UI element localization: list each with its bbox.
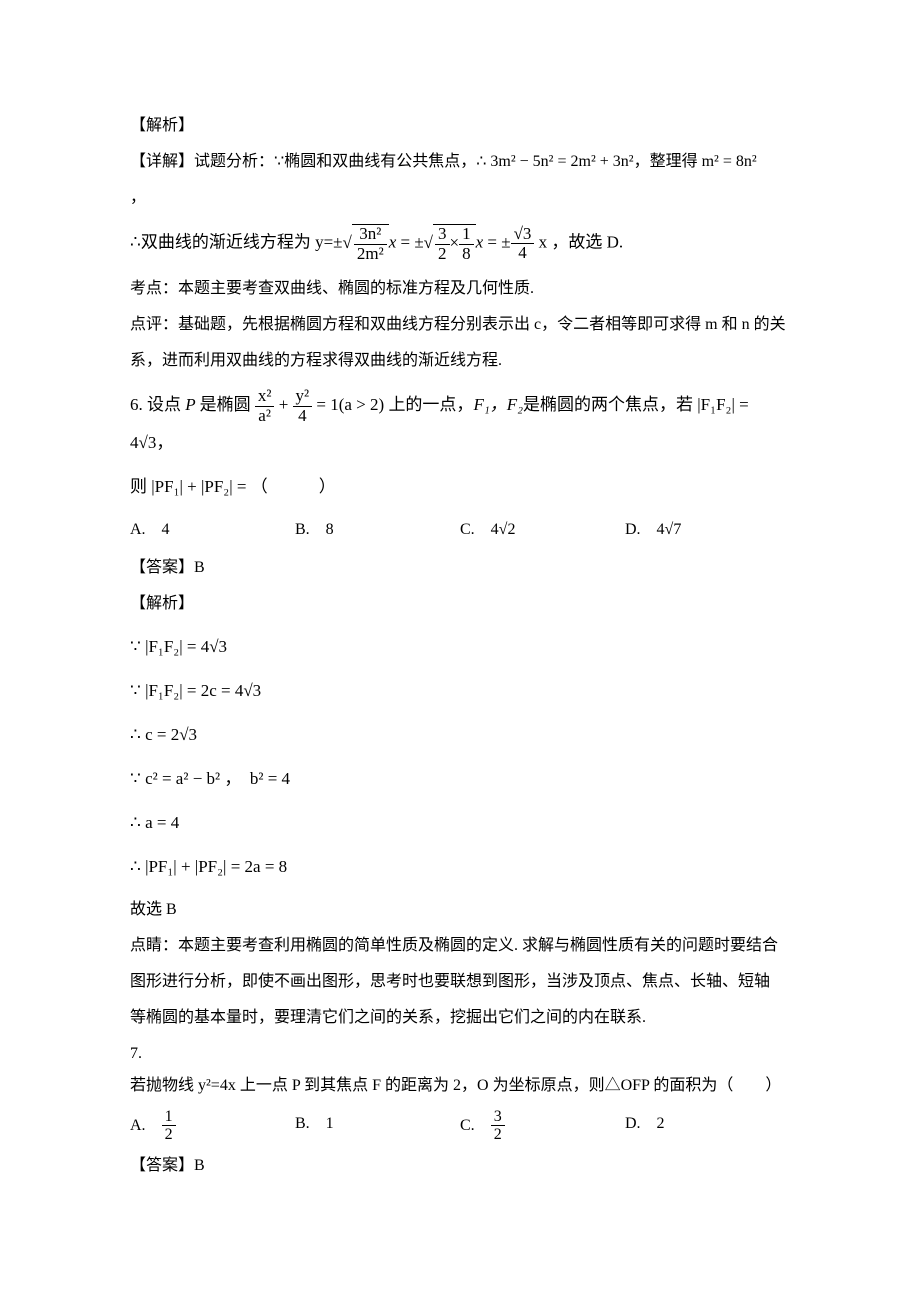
daan-label: 【答案】: [130, 559, 194, 576]
q6-options: A. 4 B. 8 C. 4√2 D. 4√7: [130, 514, 790, 546]
q5-asymptote-line: ∴双曲线的渐近线方程为 y=±3n²2m²x = ±32×18x = ±√34 …: [130, 224, 790, 263]
s18n: 1: [459, 225, 474, 245]
q5-analysis-line1: 【详解】试题分析：∵椭圆和双曲线有公共焦点，∴ 3m² − 5n² = 2m² …: [130, 146, 790, 178]
q6-f2n: y²: [293, 387, 313, 407]
q7-stem: 7. 若抛物线 y²=4x 上一点 P 到其焦点 F 的距离为 2，O 为坐标原…: [130, 1038, 790, 1102]
plus: +: [274, 395, 292, 414]
frac1-den: 2m²: [354, 245, 387, 264]
q6-c: 上的一点，: [388, 395, 473, 414]
q7-answer: 【答案】B: [130, 1150, 790, 1182]
q7-optC-label: C.: [460, 1117, 491, 1134]
q6-dianjing-3: 等椭圆的基本量时，要理清它们之间的关系，挖掘出它们之间的内在联系.: [130, 1002, 790, 1034]
dianping-t1: 基础题，先根据椭圆方程和双曲线方程分别表示出 c，令二者相等即可求得 m 和 n…: [178, 316, 786, 333]
q7Cd: 2: [491, 1126, 505, 1144]
s18d: 8: [459, 245, 474, 264]
text-asym: 双曲线的渐近线方程为 y=: [141, 233, 333, 252]
q6-e: ，: [156, 433, 173, 452]
q6-f1d: a²: [255, 407, 275, 426]
therefore-1: ∴: [476, 153, 486, 170]
q6-P: P: [181, 395, 200, 414]
q7Cn: 3: [491, 1108, 505, 1127]
q6-cond: = 1(a > 2): [312, 395, 388, 414]
q6-optA: A. 4: [130, 514, 295, 546]
q5-kaodian: 考点：本题主要考查双曲线、椭圆的标准方程及几何性质.: [130, 273, 790, 305]
s32n: 3: [435, 225, 450, 245]
q7-text: 若抛物线 y²=4x 上一点 P 到其焦点 F 的距离为 2，O 为坐标原点，则…: [130, 1077, 781, 1094]
pm-1: ±: [333, 233, 342, 252]
s32d: 2: [435, 245, 450, 264]
text-foci: 椭圆和双曲线有公共焦点，: [284, 153, 476, 170]
text-sort: ，整理得: [634, 153, 698, 170]
q5-comma-line: ，: [130, 182, 790, 214]
q7-optB: B. 1: [295, 1108, 460, 1144]
q6-f1n: x²: [255, 387, 275, 407]
q6-s2pf: |PF₁| + |PF₂| =: [151, 477, 246, 496]
q7-options: A. 12 B. 1 C. 32 D. 2: [130, 1108, 790, 1144]
q6-s2a: 则: [130, 477, 147, 496]
q7-optA: A. 12: [130, 1108, 295, 1144]
q6-step4: ∵ c² = a² − b² ， b² = 4: [130, 762, 790, 796]
q7-optA-frac: 12: [162, 1108, 176, 1144]
q6-ans: B: [194, 559, 205, 576]
q6-frac1: x²a²: [255, 387, 275, 425]
times1: ×: [450, 233, 460, 252]
dianjing-label: 点睛：: [130, 937, 178, 954]
q6-jiexi: 【解析】: [130, 588, 790, 620]
daan-label-2: 【答案】: [130, 1157, 194, 1174]
q6-f2d: 4: [293, 407, 313, 426]
x1: x: [389, 233, 397, 252]
q6-b: 是椭圆: [200, 395, 251, 414]
q7-optC-frac: 32: [491, 1108, 505, 1144]
q6-frac2: y²4: [293, 387, 313, 425]
eq1: 3m² − 5n² = 2m² + 3n²: [490, 153, 633, 170]
q7Ad: 2: [162, 1126, 176, 1144]
q6-step1: ∵ |F₁F₂| = 4√3: [130, 630, 790, 664]
sqrt-frac-1: 3n²2m²: [343, 224, 389, 263]
q6-stem-line2: 则 |PF₁| + |PF₂| = （ ）: [130, 470, 790, 504]
q6-optD: D. 4√7: [625, 514, 790, 546]
final-num: √3: [511, 225, 535, 245]
q6-a: 设点: [147, 395, 181, 414]
q6-optC: C. 4√2: [460, 514, 625, 546]
q6-optB: B. 8: [295, 514, 460, 546]
q6-step3: ∴ c = 2√3: [130, 718, 790, 752]
q5-jiexi: 【解析】: [130, 110, 790, 142]
final-den: 4: [511, 244, 535, 263]
q6-d: 是椭圆的两个焦点，若: [523, 395, 693, 414]
q7-num: 7.: [130, 1045, 142, 1062]
kaodian-text: 本题主要考查双曲线、椭圆的标准方程及几何性质.: [178, 280, 534, 297]
because-1: ∵: [274, 153, 284, 170]
q6-s2b: （ ）: [251, 477, 336, 496]
sqrt-32: 32×18: [424, 224, 476, 263]
final-text: x ，故选 D.: [534, 233, 623, 252]
q6-conclusion: 故选 B: [130, 894, 790, 926]
q7An: 1: [162, 1108, 176, 1127]
q5-dianping-2: 系，进而利用双曲线的方程求得双曲线的渐近线方程.: [130, 345, 790, 377]
eq2: m² = 8n²: [702, 153, 757, 170]
q7-ans: B: [194, 1157, 205, 1174]
xiangjie-label: 【详解】试题分析：: [130, 153, 274, 170]
frac1-num: 3n²: [354, 225, 387, 245]
x2: x: [476, 233, 484, 252]
q6-dianjing-1: 点睛：本题主要考查利用椭圆的简单性质及椭圆的定义. 求解与椭圆性质有关的问题时要…: [130, 930, 790, 962]
q6-stem-line1: 6. 设点 P 是椭圆 x²a² + y²4 = 1(a > 2) 上的一点，F…: [130, 387, 790, 459]
eq-pm-2: = ±: [400, 233, 423, 252]
therefore-2: ∴: [130, 233, 141, 252]
frac-final: √34: [511, 225, 535, 263]
q6-answer: 【答案】B: [130, 552, 790, 584]
q7-optC: C. 32: [460, 1108, 625, 1144]
q6-F: F₁，F₂: [473, 395, 523, 414]
q5-dianping-1: 点评：基础题，先根据椭圆方程和双曲线方程分别表示出 c，令二者相等即可求得 m …: [130, 309, 790, 341]
q6-num: 6.: [130, 395, 147, 414]
q6-step2: ∵ |F₁F₂| = 2c = 4√3: [130, 674, 790, 708]
q6-step5: ∴ a = 4: [130, 806, 790, 840]
dianping-label: 点评：: [130, 316, 178, 333]
eq-pm-3: = ±: [487, 233, 510, 252]
q7-optA-label: A.: [130, 1117, 162, 1134]
q6-dianjing-2: 图形进行分析，即使不画出图形，思考时也要联想到图形，当涉及顶点、焦点、长轴、短轴: [130, 966, 790, 998]
dj1: 本题主要考查利用椭圆的简单性质及椭圆的定义. 求解与椭圆性质有关的问题时要结合: [178, 937, 778, 954]
q7-optD: D. 2: [625, 1108, 790, 1144]
kaodian-label: 考点：: [130, 280, 178, 297]
q6-step6: ∴ |PF₁| + |PF₂| = 2a = 8: [130, 850, 790, 884]
